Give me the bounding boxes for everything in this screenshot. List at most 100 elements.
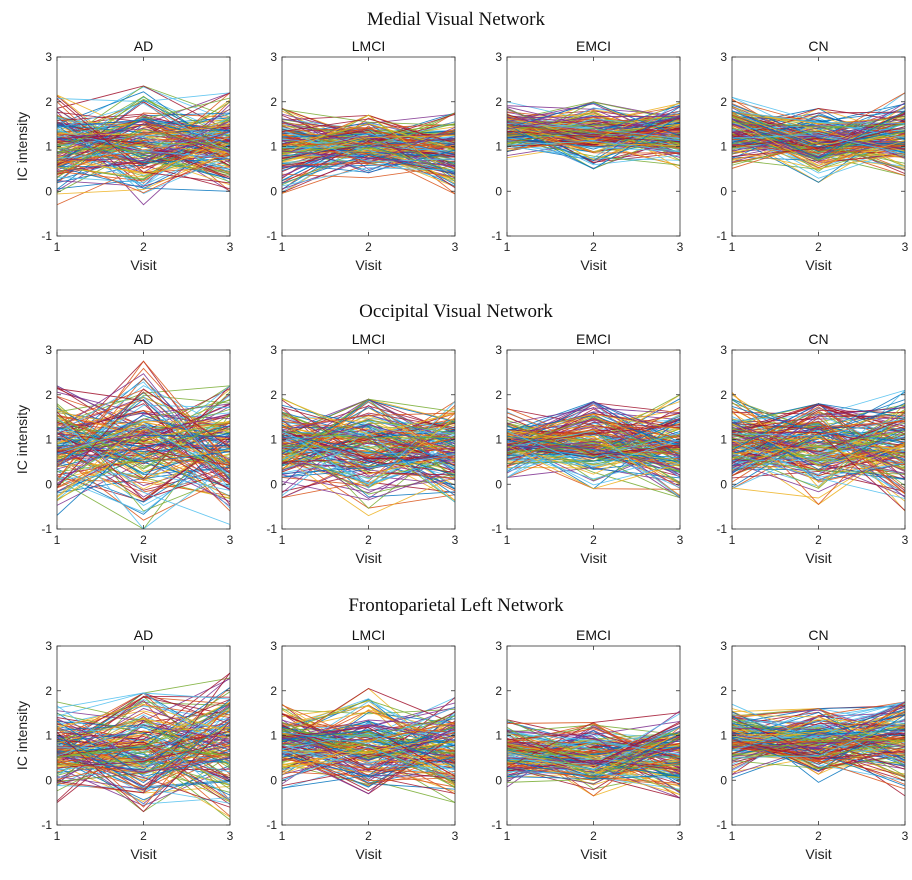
trace-line	[507, 422, 680, 498]
trace-line	[57, 123, 230, 168]
x-tick-label: 3	[902, 829, 909, 843]
x-axis-label: Visit	[805, 846, 831, 862]
trace-line	[507, 761, 680, 787]
y-tick-label: 1	[720, 729, 727, 743]
panel-2-3: -1 0 1 2 3 1 2 3 CN Visit	[716, 627, 908, 862]
trace-line	[732, 444, 905, 499]
trace-line	[732, 405, 905, 488]
trace-line	[732, 718, 905, 758]
trace-line	[57, 744, 230, 758]
y-tick-label: 0	[45, 773, 52, 787]
trace-line	[57, 413, 230, 449]
trace-line	[507, 401, 680, 444]
trace-line	[57, 724, 230, 787]
x-tick-label: 1	[279, 829, 286, 843]
y-tick-label: 2	[45, 95, 52, 109]
trace-line	[282, 711, 455, 757]
trace-line	[57, 742, 230, 763]
trace-line	[57, 385, 230, 480]
trace-line	[282, 727, 455, 772]
trace-line	[57, 435, 230, 516]
trace-line	[282, 728, 455, 762]
trace-line	[732, 701, 905, 750]
trace-line	[507, 115, 680, 130]
trace-line	[732, 134, 905, 154]
trace-line	[57, 101, 230, 155]
trace-line	[57, 385, 230, 426]
y-tick-label: 2	[270, 388, 277, 402]
x-tick-label: 1	[279, 533, 286, 547]
trace-line	[282, 140, 455, 174]
trace-line	[732, 128, 905, 138]
trace-line	[57, 151, 230, 194]
trace-line	[732, 150, 905, 170]
trace-line	[282, 687, 455, 745]
trace-line	[732, 732, 905, 762]
y-tick-label: 3	[720, 50, 727, 64]
trace-line	[507, 770, 680, 780]
trace-line	[282, 746, 455, 782]
trace-group	[507, 394, 680, 499]
trace-line	[282, 431, 455, 439]
trace-line	[732, 709, 905, 735]
trace-line	[507, 432, 680, 489]
trace-line	[732, 414, 905, 453]
trace-line	[732, 707, 905, 730]
trace-line	[507, 123, 680, 154]
trace-group	[57, 85, 230, 206]
trace-line	[282, 136, 455, 175]
trace-line	[732, 406, 905, 473]
trace-line	[57, 757, 230, 776]
y-tick-label: 3	[495, 343, 502, 357]
trace-line	[57, 712, 230, 757]
trace-line	[282, 704, 455, 743]
trace-line	[282, 727, 455, 777]
trace-line	[732, 108, 905, 136]
trace-line	[732, 714, 905, 747]
trace-line	[57, 117, 230, 171]
y-tick-label: 3	[45, 50, 52, 64]
y-tick-label: 0	[720, 477, 727, 491]
trace-line	[282, 732, 455, 751]
trace-line	[282, 143, 455, 148]
trace-line	[57, 388, 230, 488]
trace-line	[57, 730, 230, 751]
trace-line	[57, 449, 230, 466]
y-tick-label: 1	[495, 140, 502, 154]
y-tick-label: 0	[45, 184, 52, 198]
trace-line	[57, 391, 230, 473]
y-tick-label: -1	[491, 229, 502, 243]
trace-line	[282, 456, 455, 517]
trace-line	[57, 692, 230, 717]
y-tick-label: 1	[720, 140, 727, 154]
trace-line	[57, 705, 230, 767]
trace-line	[282, 725, 455, 742]
trace-line	[732, 409, 905, 462]
trace-line	[732, 418, 905, 453]
trace-line	[282, 435, 455, 476]
trace-line	[732, 701, 905, 763]
panel-0-1: -1 0 1 2 3 1 2 3 LMCI Visit	[266, 38, 458, 273]
trace-line	[282, 146, 455, 186]
panel-1-1: -1 0 1 2 3 1 2 3 LMCI Visit	[266, 331, 458, 566]
y-tick-label: 2	[720, 684, 727, 698]
trace-line	[732, 714, 905, 772]
trace-line	[57, 725, 230, 802]
trace-line	[507, 103, 680, 144]
trace-line	[282, 736, 455, 766]
trace-line	[57, 128, 230, 174]
y-tick-label: 2	[720, 388, 727, 402]
panel-title: EMCI	[576, 38, 611, 54]
trace-line	[732, 428, 905, 473]
trace-line	[282, 426, 455, 456]
trace-line	[732, 102, 905, 158]
trace-line	[732, 739, 905, 760]
trace-line	[57, 407, 230, 457]
panel-title: CN	[808, 38, 828, 54]
trace-line	[57, 439, 230, 515]
trace-line	[507, 759, 680, 772]
trace-line	[57, 703, 230, 734]
trace-line	[282, 472, 455, 492]
trace-line	[732, 110, 905, 124]
